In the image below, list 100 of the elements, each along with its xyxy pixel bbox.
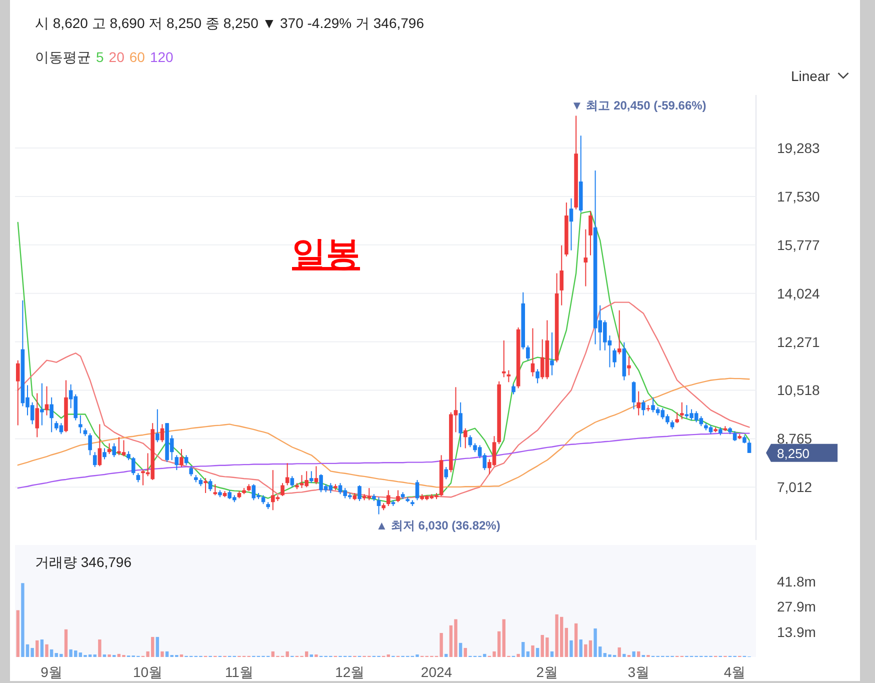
candlestick (468, 434, 472, 448)
x-tick-label: 10월 (133, 664, 163, 680)
bar (180, 654, 184, 657)
candlestick (174, 454, 179, 471)
x-tick-label: 12월 (335, 664, 365, 680)
bar (40, 639, 44, 657)
candlestick (550, 332, 554, 376)
candlestick (88, 432, 92, 456)
bar (522, 642, 525, 657)
y-tick-label: 19,283 (777, 140, 820, 156)
candlestick (131, 456, 136, 476)
candlestick (107, 442, 112, 455)
candlestick (50, 396, 54, 433)
candlestick (35, 392, 40, 438)
candlestick (136, 472, 140, 483)
text: 60 (129, 49, 146, 65)
annotation: ▼ 최고 20,450 (-59.66%) (571, 98, 706, 113)
bar (102, 654, 106, 657)
candlestick (675, 412, 679, 424)
bar (314, 654, 318, 657)
y-tick-label: 10,518 (777, 382, 820, 398)
candlestick (512, 384, 516, 395)
candlestick (180, 448, 184, 468)
bar (160, 651, 164, 657)
candlestick (358, 484, 362, 502)
candlestick (376, 496, 381, 515)
bar (16, 610, 20, 657)
x-tick-label: 9월 (40, 664, 62, 680)
bar (156, 636, 160, 657)
y-tick-label: 17,530 (777, 188, 820, 204)
bar (386, 654, 390, 657)
bar (444, 654, 448, 657)
annotation: ▲ 최저 6,030 (36.82%) (376, 518, 500, 532)
y-tick-label: 41.8m (777, 573, 816, 590)
y-tick-label: 13.9m (777, 624, 816, 640)
text: Linear (791, 68, 830, 84)
candlestick (213, 484, 218, 496)
bar (550, 651, 554, 657)
candlestick (627, 356, 631, 376)
candlestick (444, 466, 448, 480)
bar (310, 654, 313, 657)
bar (64, 629, 68, 657)
bar (458, 642, 462, 657)
candlestick (156, 408, 160, 443)
bar (636, 651, 640, 657)
y-tick-label: 14,024 (777, 285, 820, 302)
bar (618, 647, 621, 657)
candlestick (290, 476, 294, 488)
candlestick (747, 440, 752, 454)
bar (632, 651, 636, 657)
candlestick (632, 380, 636, 410)
legend-title: 이동평균 (35, 49, 91, 65)
candlestick (415, 480, 420, 501)
candlestick (612, 348, 616, 368)
candlestick (588, 210, 592, 256)
candlestick (40, 382, 44, 426)
x-tick-label: 11월 (224, 664, 254, 680)
bar (165, 651, 169, 657)
candlestick (642, 400, 646, 416)
candlestick (458, 402, 462, 448)
candlestick (102, 448, 106, 460)
y-tick-label: 12,271 (777, 334, 820, 350)
candlestick (386, 490, 390, 507)
bar (570, 640, 573, 657)
bar (108, 654, 111, 657)
candlestick (16, 360, 20, 426)
bar (579, 639, 582, 657)
x-tick-label: 2024 (420, 664, 452, 680)
chart-title: 시 8,620 고 8,690 저 8,250 종 8,250 ▼ 370 -4.29% 거 346,796 (35, 15, 424, 31)
candlestick (98, 424, 102, 467)
bar (45, 644, 48, 657)
bar (622, 654, 626, 657)
candlestick (502, 340, 506, 378)
text: 5 (96, 49, 104, 65)
bar (516, 654, 520, 657)
x-tick-label: 4월 (724, 664, 746, 680)
candlestick (189, 466, 194, 477)
candlestick (463, 428, 468, 449)
bar (98, 639, 102, 657)
x-tick-label: 3월 (628, 664, 650, 680)
bar (36, 640, 39, 657)
candlestick (280, 482, 284, 497)
y-tick-label: 15,777 (777, 236, 820, 253)
candlestick (617, 310, 622, 355)
candlestick (78, 414, 82, 434)
candlestick (396, 490, 400, 503)
candlestick (569, 198, 574, 251)
candlestick (112, 442, 116, 458)
y-tick-label: 8,765 (777, 430, 812, 447)
bar (531, 645, 534, 657)
candlestick (92, 452, 97, 468)
bar (526, 651, 530, 657)
candlestick (208, 478, 212, 492)
y-tick-label: 27.9m (777, 598, 816, 615)
x-tick-label: 2월 (536, 664, 558, 680)
candlestick (526, 344, 530, 361)
text: 8,250 (777, 446, 810, 461)
candlestick (536, 368, 540, 384)
bar (93, 654, 96, 657)
candlestick (680, 402, 684, 420)
